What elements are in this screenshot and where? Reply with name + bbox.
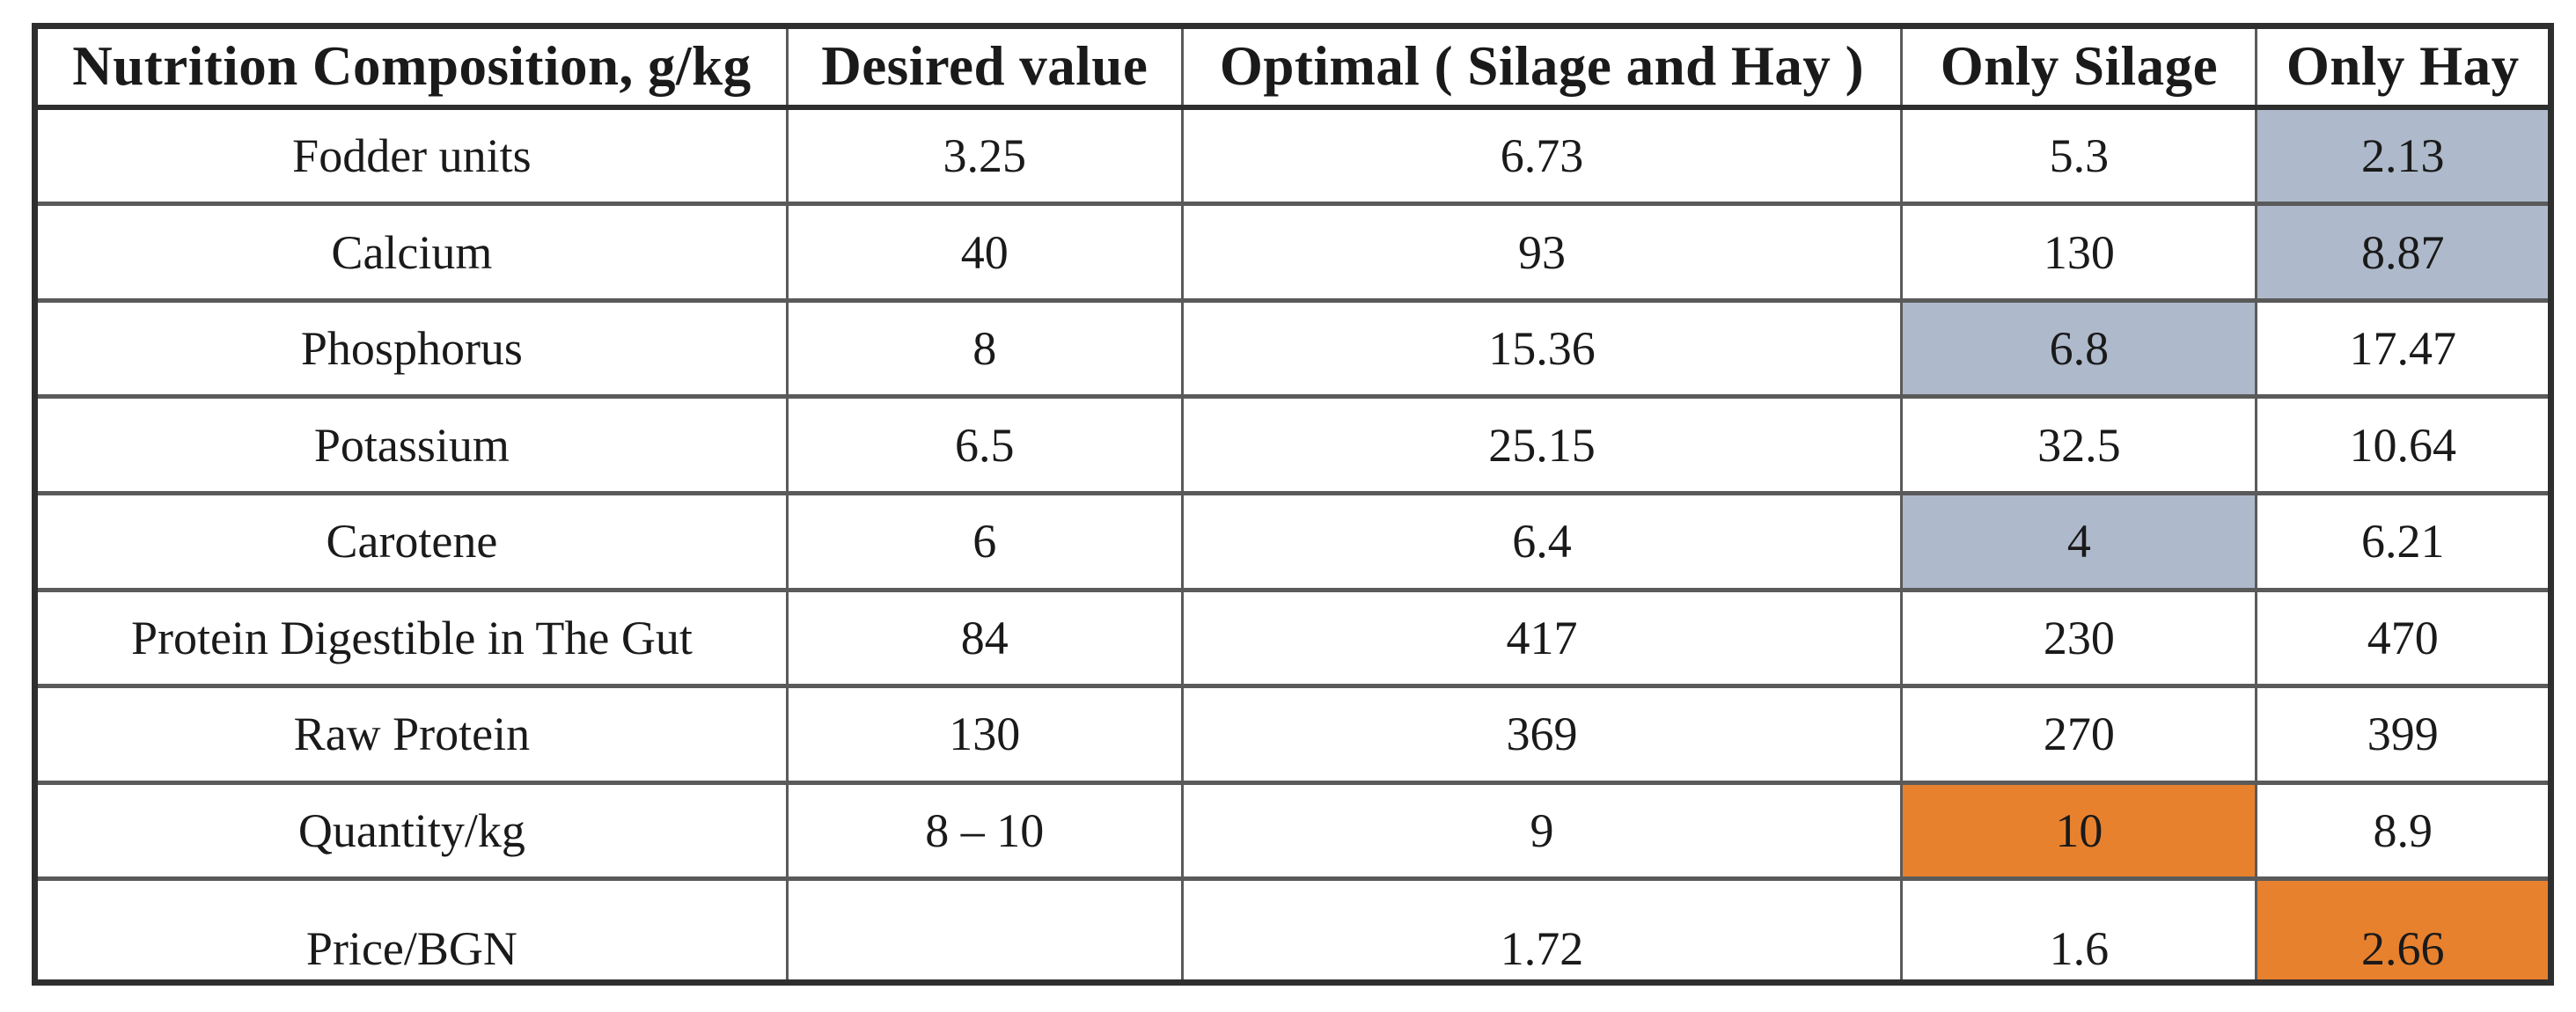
nutrition-table: Nutrition Composition, g/kg Desired valu…	[32, 23, 2554, 986]
cell-optimal: 369	[1180, 684, 1904, 785]
column-header-optimal: Optimal ( Silage and Hay )	[1180, 24, 1904, 110]
cell-desired: 130	[785, 684, 1184, 785]
cell-only-hay: 6.21	[2255, 491, 2552, 592]
row-label: Raw Protein	[33, 684, 789, 785]
cell-only-hay: 8.87	[2255, 202, 2552, 303]
cell-desired: 8 – 10	[785, 780, 1184, 882]
table-row-potassium: Potassium 6.5 25.15 32.5 10.64	[33, 394, 2552, 495]
cell-optimal: 6.4	[1180, 491, 1904, 592]
table-row-raw-protein: Raw Protein 130 369 270 399	[33, 684, 2552, 785]
column-header-only-hay: Only Hay	[2255, 24, 2552, 110]
row-label: Fodder units	[33, 104, 789, 207]
cell-only-silage: 230	[1900, 587, 2258, 689]
cell-desired: 3.25	[785, 104, 1184, 207]
row-label: Carotene	[33, 491, 789, 592]
cell-only-hay: 10.64	[2255, 394, 2552, 495]
cell-only-silage: 5.3	[1900, 104, 2258, 207]
cell-desired: 8	[785, 297, 1184, 400]
cell-only-hay: 8.9	[2255, 780, 2552, 882]
cell-only-silage: 4	[1900, 491, 2258, 592]
cell-optimal: 1.72	[1180, 876, 1904, 985]
cell-only-silage: 10	[1900, 780, 2258, 882]
table-row-calcium: Calcium 40 93 130 8.87	[33, 202, 2552, 303]
cell-desired: 6.5	[785, 394, 1184, 495]
row-label: Calcium	[33, 202, 789, 303]
cell-only-silage: 270	[1900, 684, 2258, 785]
cell-only-silage: 32.5	[1900, 394, 2258, 495]
row-label: Quantity/kg	[33, 780, 789, 882]
table-row-carotene: Carotene 6 6.4 4 6.21	[33, 491, 2552, 592]
table-row-phosphorus: Phosphorus 8 15.36 6.8 17.47	[33, 297, 2552, 400]
row-label: Protein Digestible in The Gut	[33, 587, 789, 689]
cell-only-silage: 130	[1900, 202, 2258, 303]
column-header-desired-value: Desired value	[785, 24, 1184, 110]
cell-desired	[785, 876, 1184, 985]
cell-only-silage: 6.8	[1900, 297, 2258, 400]
cell-desired: 6	[785, 491, 1184, 592]
cell-only-silage: 1.6	[1900, 876, 2258, 985]
header-row: Nutrition Composition, g/kg Desired valu…	[33, 24, 2552, 110]
row-label: Potassium	[33, 394, 789, 495]
cell-only-hay: 2.66	[2255, 876, 2552, 985]
cell-optimal: 15.36	[1180, 297, 1904, 400]
table-row-fodder-units: Fodder units 3.25 6.73 5.3 2.13	[33, 104, 2552, 207]
cell-desired: 40	[785, 202, 1184, 303]
cell-optimal: 417	[1180, 587, 1904, 689]
cell-only-hay: 2.13	[2255, 104, 2552, 207]
cell-optimal: 9	[1180, 780, 1904, 882]
cell-only-hay: 17.47	[2255, 297, 2552, 400]
cell-optimal: 25.15	[1180, 394, 1904, 495]
row-label: Price/BGN	[33, 876, 789, 985]
column-header-only-silage: Only Silage	[1900, 24, 2258, 110]
cell-optimal: 6.73	[1180, 104, 1904, 207]
column-header-nutrition-composition: Nutrition Composition, g/kg	[33, 24, 789, 110]
cell-desired: 84	[785, 587, 1184, 689]
table-row-protein-digestible: Protein Digestible in The Gut 84 417 230…	[33, 587, 2552, 689]
row-label: Phosphorus	[33, 297, 789, 400]
cell-only-hay: 470	[2255, 587, 2552, 689]
nutrition-table-container: Nutrition Composition, g/kg Desired valu…	[32, 23, 2554, 986]
table-row-quantity-kg: Quantity/kg 8 – 10 9 10 8.9	[33, 780, 2552, 882]
cell-only-hay: 399	[2255, 684, 2552, 785]
table-row-price-bgn: Price/BGN 1.72 1.6 2.66	[33, 876, 2552, 985]
cell-optimal: 93	[1180, 202, 1904, 303]
